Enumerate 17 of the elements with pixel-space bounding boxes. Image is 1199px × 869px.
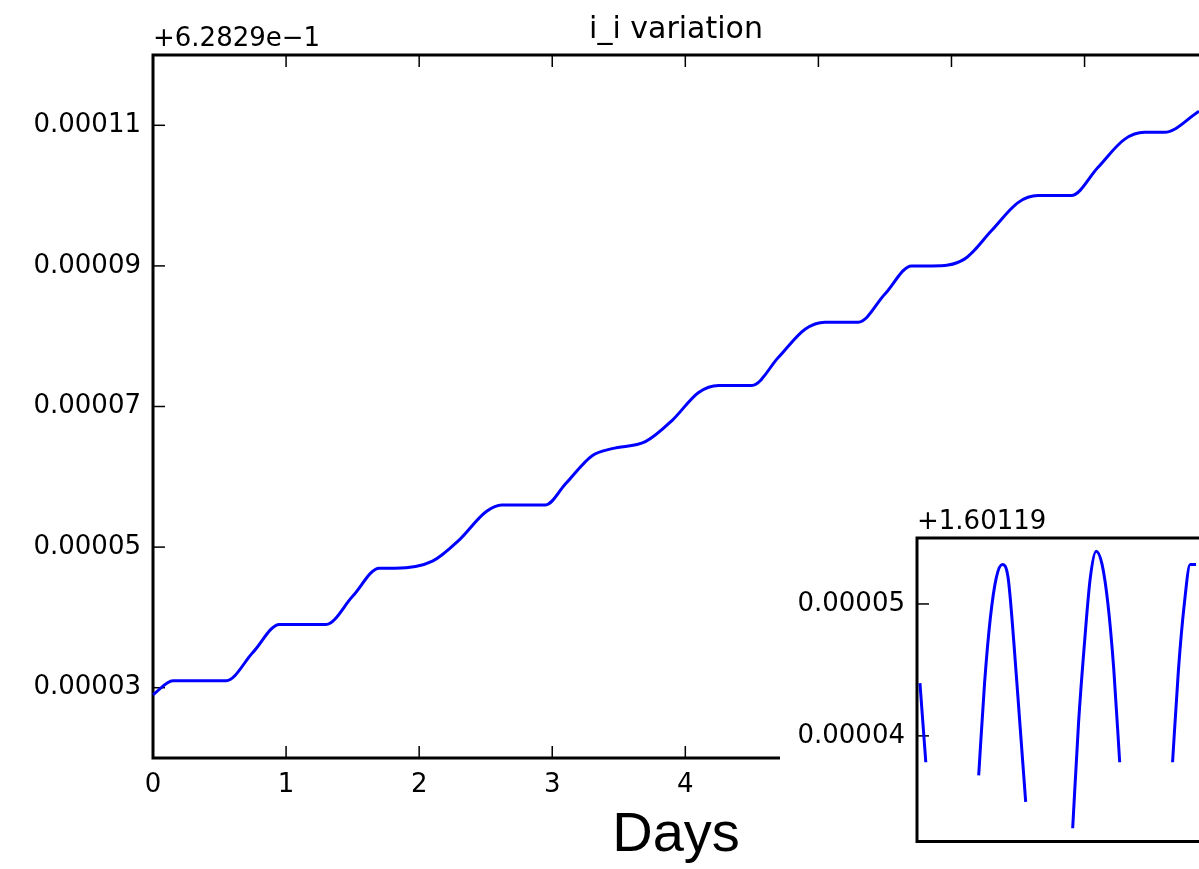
x-tick-label: 4 <box>677 768 694 799</box>
x-axis-title: Days <box>612 799 740 863</box>
line-series <box>151 109 1199 697</box>
y-tick-label: 0.00009 <box>33 248 141 279</box>
annotation: +1.60119 <box>917 504 1047 535</box>
text: +6.2829e−1 <box>153 21 321 52</box>
chart-title: i_i variation <box>589 9 763 45</box>
x-tick-label: 0 <box>144 768 162 799</box>
x-tick-label: 2 <box>410 768 428 799</box>
y-tick-label: 0.00004 <box>797 718 905 749</box>
y-tick-label: 0.00005 <box>33 529 141 560</box>
y-tick-label: 0.00011 <box>33 108 141 139</box>
x-tick-label: 1 <box>277 768 295 799</box>
y-tick-label: 0.00007 <box>33 389 141 420</box>
x-tick-label: 3 <box>543 768 561 799</box>
y-tick-label: 0.00003 <box>33 670 141 701</box>
y-tick-label: 0.00005 <box>797 586 905 617</box>
